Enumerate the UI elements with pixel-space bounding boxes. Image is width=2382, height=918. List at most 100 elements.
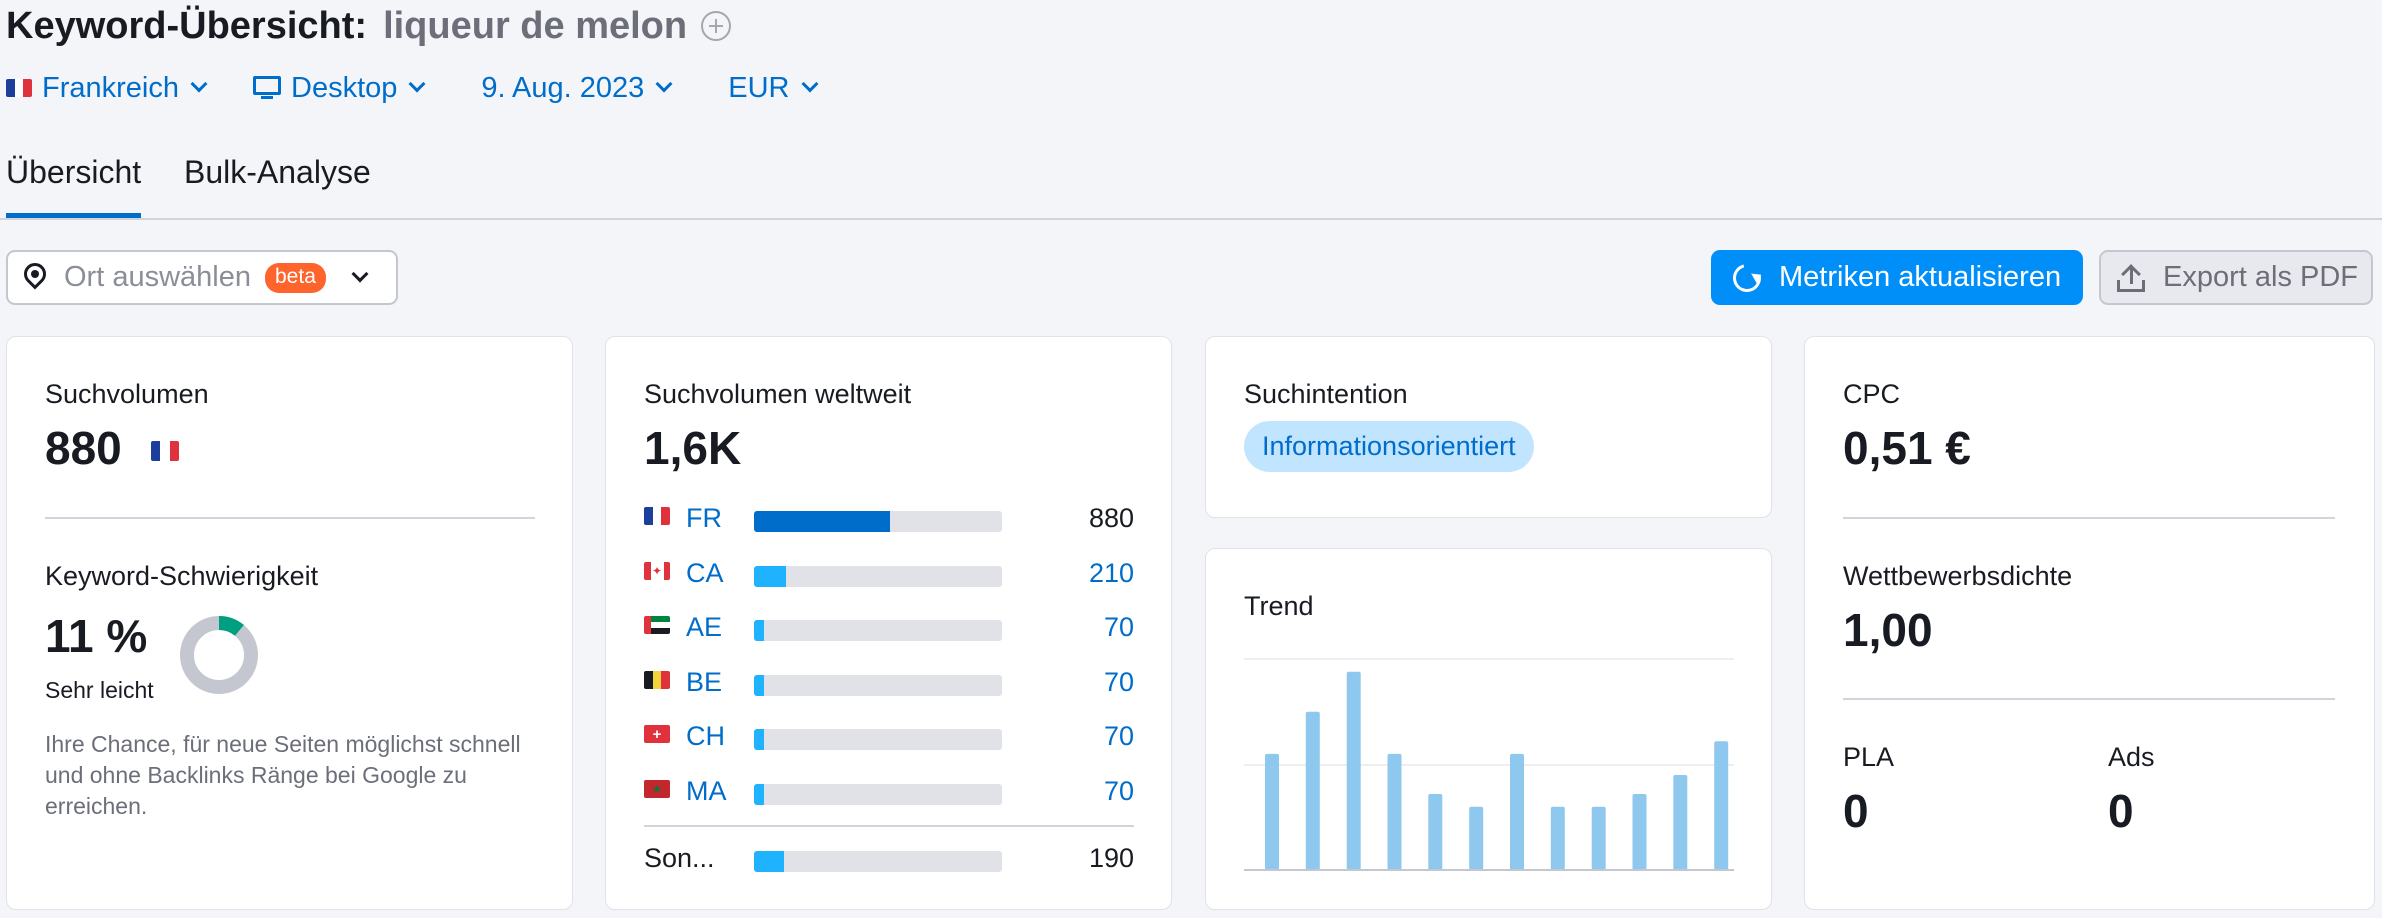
country-bar-track: [754, 729, 1002, 750]
intent-badge: Informationsorientiert: [1244, 421, 1534, 472]
cpc-value: 0,51 €: [1843, 422, 1971, 474]
divider: [1843, 698, 2335, 700]
trend-bar[interactable]: [1305, 711, 1320, 871]
export-pdf-button[interactable]: Export als PDF: [2099, 250, 2373, 305]
page-title: Keyword-Übersicht: liqueur de melon: [6, 4, 732, 48]
trend-chart: [1244, 658, 1734, 871]
country-volume-value[interactable]: 70: [1103, 612, 1134, 642]
country-bar-track: [754, 783, 1002, 805]
export-pdf-label: Export als PDF: [2163, 261, 2358, 293]
trend-bar[interactable]: [1387, 753, 1402, 870]
country-volume-value[interactable]: 210: [1088, 557, 1134, 588]
volume-value: 880: [45, 422, 122, 474]
country-row-be: BE 70: [644, 667, 1134, 703]
trend-bar[interactable]: [1265, 753, 1279, 870]
add-plus-icon[interactable]: [701, 11, 732, 41]
country-bar-fill: [754, 729, 764, 750]
competition-label: Wettbewerbsdichte: [1843, 561, 2073, 591]
pla-value: 0: [1843, 785, 1869, 837]
update-metrics-button[interactable]: Metriken aktualisieren: [1711, 250, 2083, 305]
cpc-card: CPC 0,51 € Wettbewerbsdichte 1,00 PLA 0 …: [1804, 336, 2375, 910]
trend-bar[interactable]: [1591, 806, 1606, 870]
device-filter-label: Desktop: [291, 71, 398, 104]
country-volume-value[interactable]: 70: [1103, 666, 1134, 697]
intent-label: Suchintention: [1244, 379, 1408, 409]
other-countries-bar-fill: [754, 851, 784, 872]
chevron-down-icon: [190, 75, 208, 93]
country-bar-track: [754, 511, 1002, 532]
country-bar-fill: [754, 565, 787, 587]
other-countries-label: Son...: [644, 843, 715, 873]
trend-bar[interactable]: [1673, 775, 1688, 870]
trend-bar[interactable]: [1510, 753, 1524, 870]
country-bar-track: [754, 565, 1002, 587]
trend-bar[interactable]: [1632, 794, 1647, 870]
difficulty-value: 11 %: [45, 610, 148, 662]
trend-bar[interactable]: [1714, 741, 1729, 870]
beta-badge: beta: [265, 262, 326, 293]
country-bar-track: [754, 620, 1002, 641]
chevron-down-icon: [801, 75, 818, 93]
country-volume-value[interactable]: 70: [1103, 775, 1134, 806]
tab-bulk-analysis[interactable]: Bulk-Analyse: [184, 154, 371, 190]
fr-flag-icon: [644, 507, 670, 525]
country-volume-value: 880: [1088, 503, 1134, 533]
desktop-monitor-icon: [253, 76, 281, 100]
date-filter-label: 9. Aug. 2023: [481, 71, 645, 104]
country-code-link[interactable]: BE: [686, 666, 723, 697]
currency-filter[interactable]: EUR: [718, 72, 818, 105]
country-code-link[interactable]: AE: [686, 612, 723, 642]
country-bar-track: [754, 674, 1002, 696]
ae-flag-icon: [644, 616, 670, 634]
cpc-label: CPC: [1843, 379, 1901, 409]
country-row-ma: ★ MA 70: [644, 776, 1134, 812]
location-select[interactable]: Ort auswählen beta: [6, 250, 398, 305]
country-row-ch: + CH 70: [644, 721, 1134, 757]
france-flag-icon: [6, 79, 32, 97]
trend-bar[interactable]: [1469, 806, 1484, 870]
other-countries-row: Son... 190: [644, 843, 1134, 879]
difficulty-level: Sehr leicht: [45, 677, 154, 703]
global-volume-value: 1,6K: [644, 422, 742, 474]
other-countries-value: 190: [1088, 843, 1134, 873]
other-countries-bar-track: [754, 851, 1002, 872]
country-filter[interactable]: Frankreich: [6, 71, 208, 105]
country-code-link[interactable]: CH: [686, 721, 725, 751]
date-filter[interactable]: 9. Aug. 2023: [471, 71, 673, 105]
country-code-link[interactable]: CA: [686, 557, 724, 588]
ca-flag-icon: ✦: [644, 561, 670, 580]
global-volume-label: Suchvolumen weltweit: [644, 379, 912, 409]
difficulty-label: Keyword-Schwierigkeit: [45, 561, 319, 591]
intent-card: Suchintention Informationsorientiert: [1205, 336, 1772, 518]
refresh-icon: [1727, 258, 1767, 297]
location-pin-icon: [19, 257, 51, 293]
trend-bar[interactable]: [1550, 806, 1565, 870]
country-volume-value[interactable]: 70: [1103, 721, 1134, 751]
country-row-ca: ✦ CA 210: [644, 558, 1134, 594]
difficulty-description: Ihre Chance, für neue Seiten möglichst s…: [45, 731, 521, 819]
country-filter-label: Frankreich: [42, 71, 179, 104]
trend-bar[interactable]: [1346, 671, 1361, 870]
volume-card: Suchvolumen 880 Keyword-Schwierigkeit 11…: [6, 336, 573, 910]
device-filter[interactable]: Desktop: [253, 71, 426, 105]
chevron-down-icon: [655, 75, 673, 93]
divider: [1843, 517, 2335, 519]
upload-icon: [2117, 263, 2145, 292]
donut-arc: [180, 616, 258, 694]
tab-overview[interactable]: Übersicht: [6, 154, 142, 218]
filter-bar: Frankreich Desktop 9. Aug. 2023 EUR: [6, 66, 864, 110]
country-code-link[interactable]: FR: [686, 503, 722, 533]
divider: [644, 825, 1134, 827]
tab-bar: Übersicht Bulk-Analyse: [0, 150, 2382, 220]
country-row-ae: AE 70: [644, 612, 1134, 648]
global-volume-card: Suchvolumen weltweit 1,6K FR 880 ✦ CA 210 AE 7…: [605, 336, 1172, 910]
divider: [45, 517, 535, 519]
ch-flag-icon: +: [644, 725, 670, 743]
difficulty-donut-chart: [180, 616, 258, 694]
trend-bar[interactable]: [1428, 794, 1443, 870]
country-bar-fill: [754, 511, 891, 532]
country-code-link[interactable]: MA: [686, 775, 727, 806]
pla-label: PLA: [1843, 742, 1895, 772]
ma-flag-icon: ★: [644, 779, 670, 798]
location-placeholder: Ort auswählen: [64, 261, 251, 293]
